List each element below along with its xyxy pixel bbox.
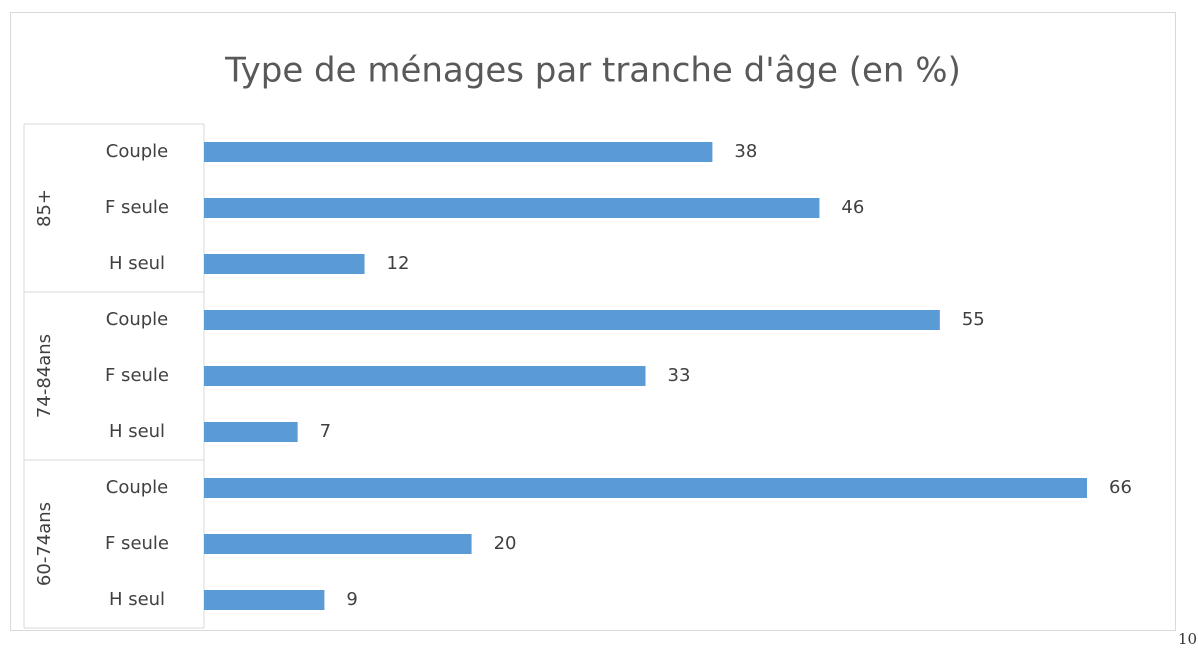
bar bbox=[204, 142, 713, 162]
category-label: F seule bbox=[105, 365, 169, 386]
page-number: 10 bbox=[1178, 630, 1198, 648]
bar bbox=[204, 198, 820, 218]
bar bbox=[204, 254, 365, 274]
group-label: 60-74ans bbox=[34, 502, 55, 586]
value-label: 46 bbox=[841, 197, 864, 218]
bar bbox=[204, 366, 646, 386]
category-label: Couple bbox=[106, 477, 169, 498]
chart-title: Type de ménages par tranche d'âge (en %) bbox=[224, 51, 961, 91]
category-label: Couple bbox=[106, 141, 169, 162]
value-label: 20 bbox=[494, 533, 517, 554]
group-label: 74-84ans bbox=[34, 334, 55, 418]
value-label: 66 bbox=[1109, 477, 1132, 498]
bar bbox=[204, 422, 298, 442]
category-label: H seul bbox=[109, 589, 165, 610]
value-label: 38 bbox=[734, 141, 757, 162]
category-label: H seul bbox=[109, 253, 165, 274]
category-label: F seule bbox=[105, 533, 169, 554]
bar bbox=[204, 590, 325, 610]
value-label: 33 bbox=[668, 365, 691, 386]
value-label: 7 bbox=[320, 421, 331, 442]
category-label: F seule bbox=[105, 197, 169, 218]
group-label: 85+ bbox=[34, 189, 55, 227]
category-label: H seul bbox=[109, 421, 165, 442]
category-label: Couple bbox=[106, 309, 169, 330]
value-label: 12 bbox=[387, 253, 410, 274]
value-label: 9 bbox=[346, 589, 357, 610]
bar bbox=[204, 478, 1087, 498]
bar bbox=[204, 310, 940, 330]
bar bbox=[204, 534, 472, 554]
value-label: 55 bbox=[962, 309, 985, 330]
